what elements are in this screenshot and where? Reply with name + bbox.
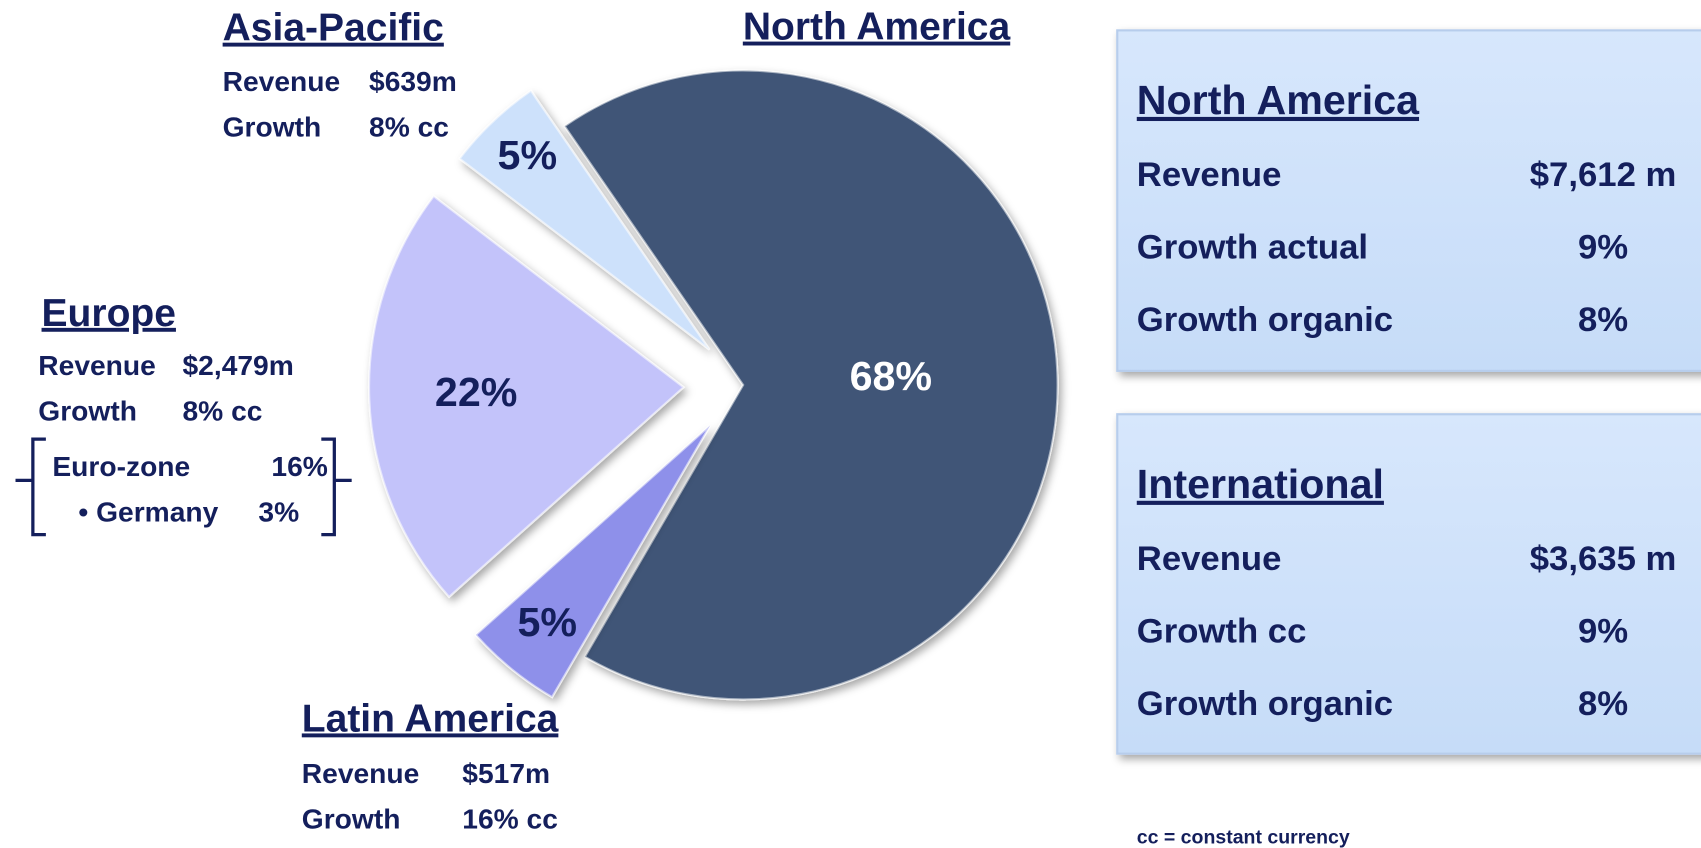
region-title: Asia-Pacific (223, 7, 444, 50)
slice-label: 5% (517, 599, 577, 645)
panel-box (1116, 413, 1701, 755)
panel-box (1116, 29, 1701, 372)
region-title: Europe (42, 292, 176, 335)
region-detail-label: Growth (223, 110, 322, 142)
region-detail-label: Growth (302, 802, 401, 834)
panel-row-label: Growth actual (1137, 229, 1368, 267)
region-detail-label: Revenue (223, 65, 341, 97)
region-sub-label: • Germany (78, 495, 218, 527)
region-detail-label: Growth (38, 395, 137, 427)
pie-slice (474, 424, 712, 699)
bracket-right (321, 437, 352, 537)
slice-label: 5% (498, 132, 558, 178)
panel-row-label: Growth cc (1137, 612, 1307, 650)
panel-row-label: Revenue (1137, 540, 1282, 578)
region-detail-value: $639m (369, 65, 457, 97)
panel-row-value: 8% (1578, 685, 1628, 723)
slice-label: 68% (850, 353, 932, 399)
region-detail-value: 8% cc (369, 110, 449, 142)
panel-row-label: Revenue (1137, 156, 1282, 194)
panel-row-label: Growth organic (1137, 685, 1393, 723)
pie-slice (458, 89, 711, 351)
annotations: North America Latin America Revenue $517m Gr… (15, 6, 1011, 834)
region-detail-value: 8% cc (183, 395, 263, 427)
region-detail-label: Revenue (302, 757, 420, 789)
panel-row-value: 9% (1578, 612, 1628, 650)
region-detail-value: $517m (462, 757, 550, 789)
region-sub-label: Euro-zone (52, 450, 190, 482)
panel-title: North America (1137, 77, 1420, 123)
pie: 68% 5% 22% 5% (367, 69, 1059, 701)
pie-slice (367, 194, 686, 599)
footnote: cc = constant currency (1137, 827, 1350, 848)
bracket-left (15, 437, 46, 537)
region-sub-value: 3% (258, 495, 299, 527)
panel-title: International (1137, 461, 1384, 507)
panel-row-value: $7,612 m (1530, 156, 1677, 194)
region-title: North America (743, 6, 1011, 49)
panel-row-label: Growth organic (1137, 301, 1393, 339)
region-sub-value: 16% (271, 450, 327, 482)
region-detail-value: 16% cc (462, 802, 558, 834)
pie-slice (563, 69, 1059, 701)
slice-label: 22% (435, 369, 517, 415)
panels: North America Revenue $7,612 m Growth actua… (1137, 77, 1677, 723)
region-detail-label: Revenue (38, 349, 155, 381)
panel-row-value: 9% (1578, 229, 1628, 267)
region-title: Latin America (302, 697, 559, 740)
panel-row-value: 8% (1578, 301, 1628, 339)
panel-row-value: $3,635 m (1530, 540, 1677, 578)
region-detail-value: $2,479m (183, 349, 294, 381)
